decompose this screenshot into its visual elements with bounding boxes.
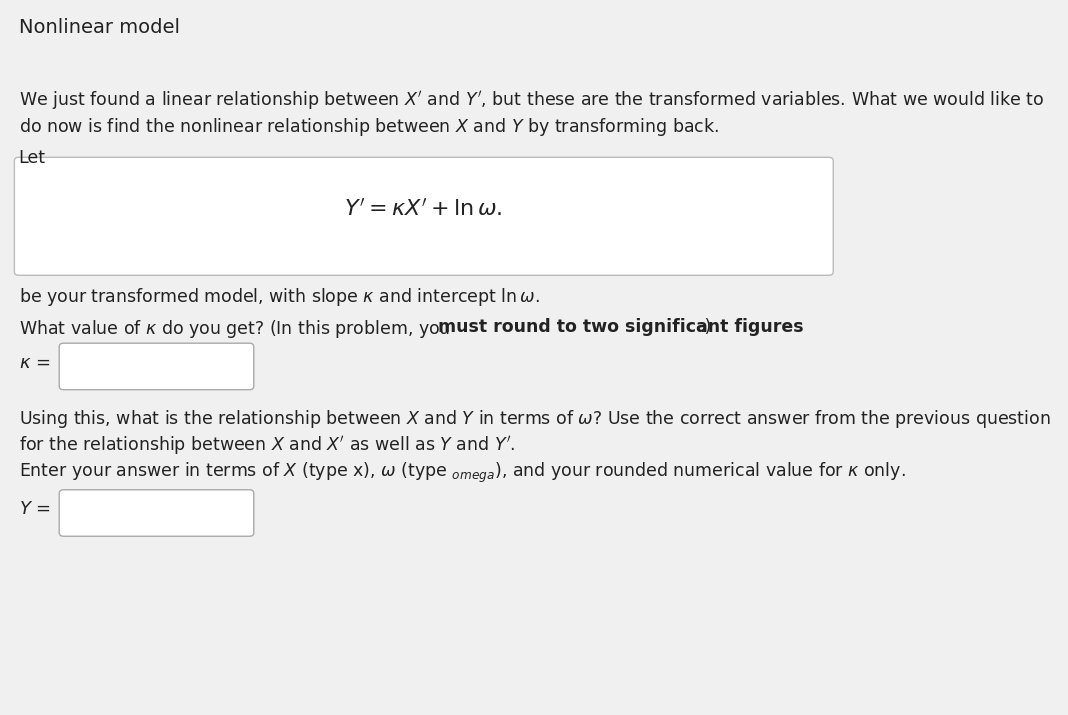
FancyBboxPatch shape bbox=[14, 157, 833, 275]
Text: Using this, what is the relationship between $X$ and $Y$ in terms of $\omega$? U: Using this, what is the relationship bet… bbox=[18, 408, 1050, 430]
Text: What value of $\kappa$ do you get? (In this problem, you: What value of $\kappa$ do you get? (In t… bbox=[18, 318, 452, 340]
Text: for the relationship between $X$ and $X'$ as well as $Y$ and $Y'$.: for the relationship between $X$ and $X'… bbox=[18, 434, 515, 457]
Text: must round to two significant figures: must round to two significant figures bbox=[438, 318, 804, 336]
Text: $Y$ =: $Y$ = bbox=[18, 500, 50, 518]
Text: .): .) bbox=[698, 318, 711, 336]
Text: Nonlinear model: Nonlinear model bbox=[18, 18, 179, 37]
FancyBboxPatch shape bbox=[59, 343, 254, 390]
Text: Let: Let bbox=[18, 149, 46, 167]
Text: Enter your answer in terms of $X$ (type x), $\omega$ (type $_{omega}$), and your: Enter your answer in terms of $X$ (type … bbox=[18, 460, 906, 485]
Text: We just found a linear relationship between $X'$ and $Y'$, but these are the tra: We just found a linear relationship betw… bbox=[18, 89, 1045, 112]
Text: $Y' = \kappa X' + \ln\omega.$: $Y' = \kappa X' + \ln\omega.$ bbox=[344, 198, 502, 220]
Text: $\kappa$ =: $\kappa$ = bbox=[18, 354, 50, 372]
Text: do now is find the nonlinear relationship between $X$ and $Y$ by transforming ba: do now is find the nonlinear relationshi… bbox=[18, 116, 719, 138]
Text: be your transformed model, with slope $\kappa$ and intercept $\ln\omega$.: be your transformed model, with slope $\… bbox=[18, 286, 539, 308]
FancyBboxPatch shape bbox=[59, 490, 254, 536]
